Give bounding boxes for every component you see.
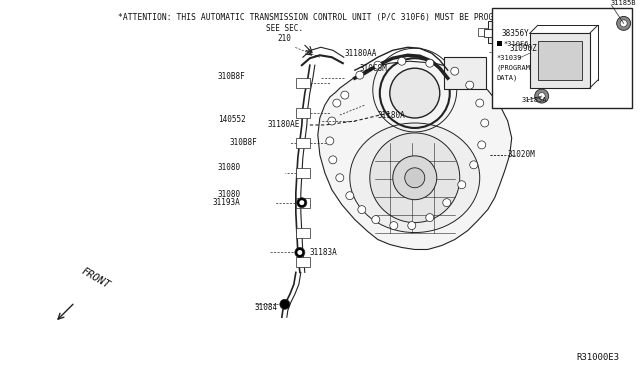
Bar: [296, 168, 310, 178]
Text: 31185B: 31185B: [611, 0, 636, 6]
Bar: [296, 257, 310, 267]
Bar: [492, 9, 632, 108]
Text: 31020M: 31020M: [508, 150, 536, 159]
Text: 140552: 140552: [218, 115, 246, 125]
Circle shape: [538, 93, 545, 100]
Ellipse shape: [350, 123, 480, 232]
Circle shape: [390, 222, 398, 230]
Circle shape: [333, 99, 341, 107]
Circle shape: [358, 206, 366, 214]
Bar: [296, 198, 310, 208]
Circle shape: [426, 59, 434, 67]
Bar: [296, 228, 310, 238]
Bar: [530, 33, 589, 88]
Circle shape: [458, 181, 466, 189]
Text: 31090Z: 31090Z: [509, 44, 538, 53]
Circle shape: [451, 67, 459, 75]
Circle shape: [280, 299, 290, 309]
Bar: [488, 21, 528, 43]
Circle shape: [534, 89, 548, 103]
Text: SEE SEC.
210: SEE SEC. 210: [266, 24, 303, 43]
Text: 38356Y: 38356Y: [502, 29, 529, 38]
Text: 310C8M: 310C8M: [360, 64, 388, 73]
Text: 31193A: 31193A: [213, 198, 241, 207]
Circle shape: [297, 198, 307, 208]
Text: 31080: 31080: [218, 190, 241, 199]
Text: 310B8F: 310B8F: [230, 138, 258, 147]
Circle shape: [298, 250, 302, 255]
Text: *ATTENTION: THIS AUTOMATIC TRANSMISSION CONTROL UNIT (P/C 310F6) MUST BE PROGRAM: *ATTENTION: THIS AUTOMATIC TRANSMISSION …: [118, 13, 522, 22]
Circle shape: [393, 156, 436, 200]
Text: 310B8F: 310B8F: [218, 72, 246, 81]
Circle shape: [470, 161, 477, 169]
Circle shape: [426, 214, 434, 222]
Circle shape: [620, 20, 627, 27]
Text: 31180A: 31180A: [378, 110, 406, 119]
Text: 31084: 31084: [255, 303, 278, 312]
Text: R31000E3: R31000E3: [577, 353, 620, 362]
Circle shape: [477, 141, 486, 149]
Circle shape: [398, 57, 406, 65]
Text: 31185A: 31185A: [522, 97, 547, 103]
Circle shape: [295, 247, 305, 257]
Circle shape: [341, 91, 349, 99]
Text: FRONT: FRONT: [80, 266, 112, 290]
Circle shape: [326, 137, 334, 145]
Text: 31080: 31080: [218, 163, 241, 172]
Circle shape: [404, 168, 425, 188]
Bar: [296, 78, 310, 88]
Text: *31039: *31039: [497, 55, 522, 61]
Bar: [484, 29, 492, 37]
Text: 31180AA: 31180AA: [345, 49, 377, 58]
Text: 31183A: 31183A: [310, 248, 337, 257]
Circle shape: [443, 199, 451, 207]
Bar: [296, 138, 310, 148]
Bar: [497, 41, 502, 46]
Circle shape: [336, 174, 344, 182]
Bar: [296, 108, 310, 118]
Text: (PROGRAM: (PROGRAM: [497, 65, 531, 71]
Circle shape: [476, 99, 484, 107]
Text: 31180AE: 31180AE: [268, 121, 300, 129]
Circle shape: [329, 156, 337, 164]
Circle shape: [408, 222, 416, 230]
Circle shape: [300, 200, 305, 205]
Text: DATA): DATA): [497, 75, 518, 81]
Circle shape: [328, 117, 336, 125]
Circle shape: [374, 61, 382, 69]
Circle shape: [617, 16, 630, 31]
Circle shape: [466, 81, 474, 89]
Bar: [538, 41, 582, 80]
Circle shape: [481, 119, 489, 127]
Circle shape: [346, 192, 354, 200]
Circle shape: [356, 71, 364, 79]
Circle shape: [370, 133, 460, 222]
Circle shape: [372, 216, 380, 224]
Polygon shape: [318, 61, 512, 250]
FancyBboxPatch shape: [444, 57, 486, 89]
Circle shape: [390, 68, 440, 118]
Bar: [477, 28, 488, 36]
Text: *310F6: *310F6: [504, 41, 529, 47]
